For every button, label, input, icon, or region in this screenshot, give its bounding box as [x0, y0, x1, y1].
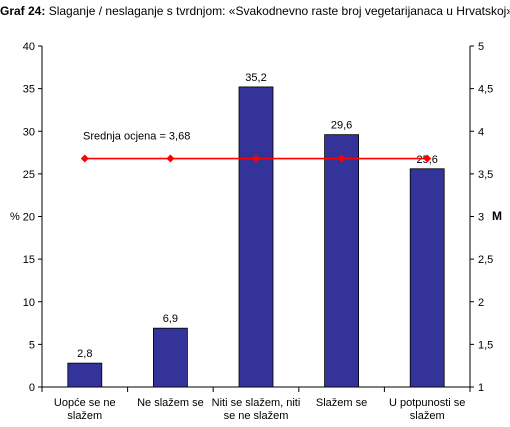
left-axis-tick-label: 35 — [23, 84, 35, 96]
mean-marker — [80, 154, 89, 163]
category-label: U potpunosti se — [389, 397, 465, 409]
mean-marker — [337, 154, 346, 163]
mean-marker — [423, 154, 432, 163]
mean-marker — [166, 154, 175, 163]
left-axis-title: % — [10, 211, 20, 223]
right-axis-tick-label: 3,5 — [478, 169, 493, 181]
chart-title: Graf 24: Slaganje / neslaganje s tvrdnjo… — [0, 4, 510, 18]
right-axis-tick-label: 5 — [478, 41, 484, 53]
category-label: slažem — [410, 410, 445, 422]
bar-value-label: 35,2 — [245, 72, 266, 84]
right-axis-tick-label: 4 — [478, 126, 484, 138]
left-axis-tick-label: 5 — [29, 339, 35, 351]
mean-label: Srednja ocjena = 3,68 — [83, 131, 190, 143]
category-label: Slažem se — [316, 397, 367, 409]
bar — [67, 362, 103, 388]
chart-title-prefix: Graf 24: — [0, 4, 46, 18]
category-label: Niti se slažem, niti — [212, 397, 301, 409]
category-label: se ne slažem — [224, 410, 289, 422]
chart-title-text: Slaganje / neslaganje s tvrdnjom: «Svako… — [48, 4, 510, 18]
right-axis-tick-label: 3 — [478, 212, 484, 224]
left-axis-tick-label: 10 — [23, 297, 35, 309]
right-axis-tick-label: 2 — [478, 297, 484, 309]
bar-value-label: 2,8 — [77, 348, 92, 360]
category-label: Ne slažem se — [137, 397, 204, 409]
right-axis-tick-label: 4,5 — [478, 84, 493, 96]
right-axis-tick-label: 1,5 — [478, 339, 493, 351]
left-axis-tick-label: 0 — [29, 382, 35, 394]
bar — [238, 86, 274, 388]
right-axis-tick-label: 2,5 — [478, 254, 493, 266]
mean-marker — [252, 154, 260, 163]
left-axis-tick-label: 15 — [23, 254, 35, 266]
bar-value-label: 6,9 — [163, 313, 178, 325]
right-axis-title: M — [492, 209, 502, 223]
category-label: Uopće se ne — [54, 397, 116, 409]
bar — [152, 327, 188, 388]
left-axis-tick-label: 20 — [23, 212, 35, 224]
bar-value-label: 29,6 — [331, 120, 352, 132]
bar — [409, 168, 445, 388]
left-axis-tick-label: 25 — [23, 169, 35, 181]
bar — [324, 134, 360, 388]
left-axis-tick-label: 40 — [23, 41, 35, 53]
right-axis-tick-label: 1 — [478, 382, 484, 394]
category-label: slažem — [67, 410, 102, 422]
left-axis-tick-label: 30 — [23, 126, 35, 138]
